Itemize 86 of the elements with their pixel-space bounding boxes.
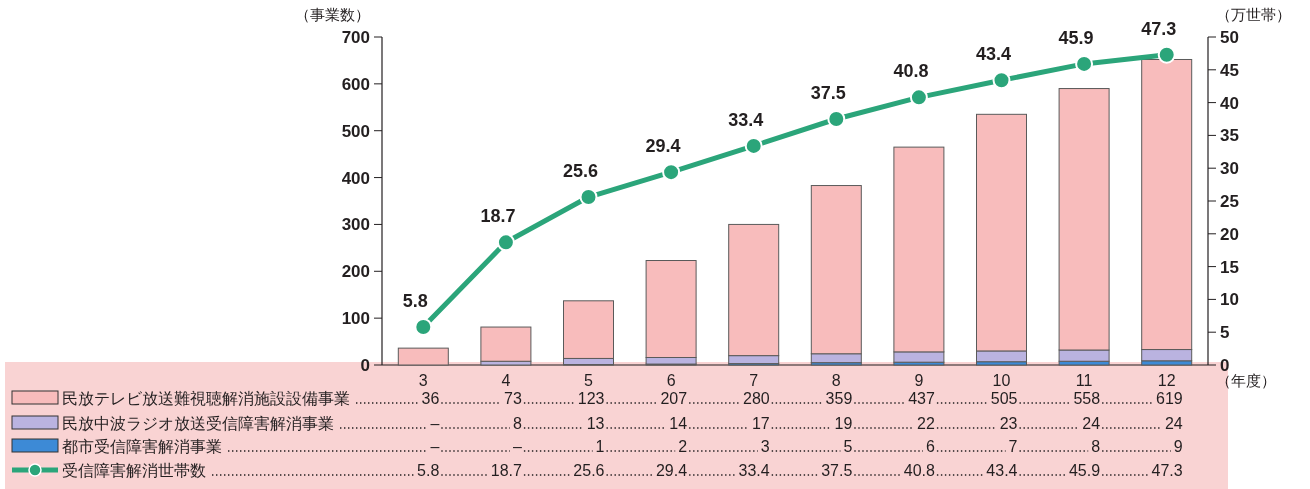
data-label: 24 xyxy=(1082,415,1101,432)
text: 18.7 xyxy=(480,206,516,227)
data-label: 207 xyxy=(660,390,688,407)
data-label: 37.5 xyxy=(821,462,853,479)
text: 5.8 xyxy=(402,290,428,311)
data-label: 24 xyxy=(1164,415,1183,432)
y2-tick-label: 30 xyxy=(1220,159,1239,179)
y-tick-label: 400 xyxy=(341,168,370,188)
data-label: 2 xyxy=(678,438,688,455)
y2-tick-label: 25 xyxy=(1220,192,1239,211)
y2-tick-label: 50 xyxy=(1220,28,1239,47)
y-tick-label: 500 xyxy=(341,121,370,141)
y-tick-label: 100 xyxy=(341,309,370,329)
y2-tick-label: 0 xyxy=(1220,356,1230,375)
y-tick-label: 700 xyxy=(341,28,370,47)
data-label: 359 xyxy=(825,390,853,407)
data-label: 29.4 xyxy=(655,462,688,479)
data-label: 280 xyxy=(743,390,770,407)
legend-label: 民放テレビ放送難視聴解消施設設備事業 xyxy=(62,390,350,407)
data-label: 5.8 xyxy=(417,462,440,479)
y2-axis-title: （万世帯） xyxy=(1216,6,1291,23)
text: 43.4 xyxy=(975,44,1012,65)
data-label: 40.8 xyxy=(903,462,935,479)
y-tick-label: 600 xyxy=(341,74,370,94)
data-label: 8 xyxy=(512,415,522,432)
data-label: 19 xyxy=(834,415,853,432)
y2-tick-label: 35 xyxy=(1220,126,1239,146)
data-label: 3 xyxy=(760,438,770,455)
data-label: 47.3 xyxy=(1151,462,1183,479)
y2-tick-label: 10 xyxy=(1220,290,1239,310)
data-label: 8 xyxy=(1091,438,1101,455)
text: – xyxy=(430,415,440,432)
x-tick-label: 4 xyxy=(501,372,511,389)
data-label: 437 xyxy=(908,390,935,407)
y2-tick-label: 40 xyxy=(1220,93,1239,113)
text: 33.4 xyxy=(728,109,764,130)
data-label: 6 xyxy=(925,438,935,455)
text: 29.4 xyxy=(645,136,681,157)
data-label: 73 xyxy=(504,390,522,407)
data-label: 36 xyxy=(421,390,440,407)
text: 47.3 xyxy=(1141,18,1177,39)
legend-label: 受信障害解消世帯数 xyxy=(62,462,206,479)
legend-label: 都市受信障害解消事業 xyxy=(62,438,222,455)
data-label: 25.6 xyxy=(573,462,605,479)
x-tick-label: 12 xyxy=(1157,372,1176,389)
text: 25.6 xyxy=(562,161,599,182)
data-label: 123 xyxy=(577,390,605,407)
data-label: 17 xyxy=(751,415,770,432)
text: – xyxy=(512,438,522,455)
y-axis-title: （事業数） xyxy=(295,6,370,23)
x-axis-title: （年度） xyxy=(1216,372,1276,389)
data-label: 23 xyxy=(999,415,1018,432)
data-label: 7 xyxy=(1008,438,1018,455)
data-label: 9 xyxy=(1173,438,1183,455)
x-tick-label: 9 xyxy=(914,372,924,389)
x-tick-label: 6 xyxy=(666,372,676,389)
data-label: 558 xyxy=(1073,390,1101,407)
data-label: 14 xyxy=(669,415,688,432)
legend-label: 民放中波ラジオ放送受信障害解消事業 xyxy=(62,415,334,432)
y2-tick-label: 20 xyxy=(1220,224,1239,244)
x-tick-label: 8 xyxy=(831,372,841,389)
x-tick-label: 11 xyxy=(1075,372,1093,389)
data-label: 505 xyxy=(990,390,1018,407)
text: 40.8 xyxy=(893,61,929,82)
y2-tick-label: 5 xyxy=(1220,323,1230,343)
y2-tick-label: 45 xyxy=(1220,60,1239,80)
data-label: 43.4 xyxy=(986,462,1018,479)
data-label: 45.9 xyxy=(1068,462,1101,479)
y2-tick-label: 15 xyxy=(1220,257,1239,277)
data-label: 13 xyxy=(586,415,605,432)
y-tick-label: 300 xyxy=(341,215,370,235)
x-tick-label: 7 xyxy=(749,372,759,389)
data-label: 22 xyxy=(917,415,935,432)
data-label: 619 xyxy=(1156,390,1183,407)
x-tick-label: 5 xyxy=(584,372,594,389)
x-tick-label: 3 xyxy=(418,372,428,389)
data-label: 33.4 xyxy=(738,462,770,479)
y-tick-label: 200 xyxy=(341,262,370,282)
data-label: 1 xyxy=(595,438,605,455)
y-tick-label: 0 xyxy=(360,356,370,375)
x-tick-label: 10 xyxy=(992,372,1011,389)
text: 37.5 xyxy=(810,83,846,103)
data-label: 5 xyxy=(843,438,853,455)
text: 45.9 xyxy=(1058,27,1094,48)
text: – xyxy=(430,438,440,455)
data-label: 18.7 xyxy=(490,462,522,479)
